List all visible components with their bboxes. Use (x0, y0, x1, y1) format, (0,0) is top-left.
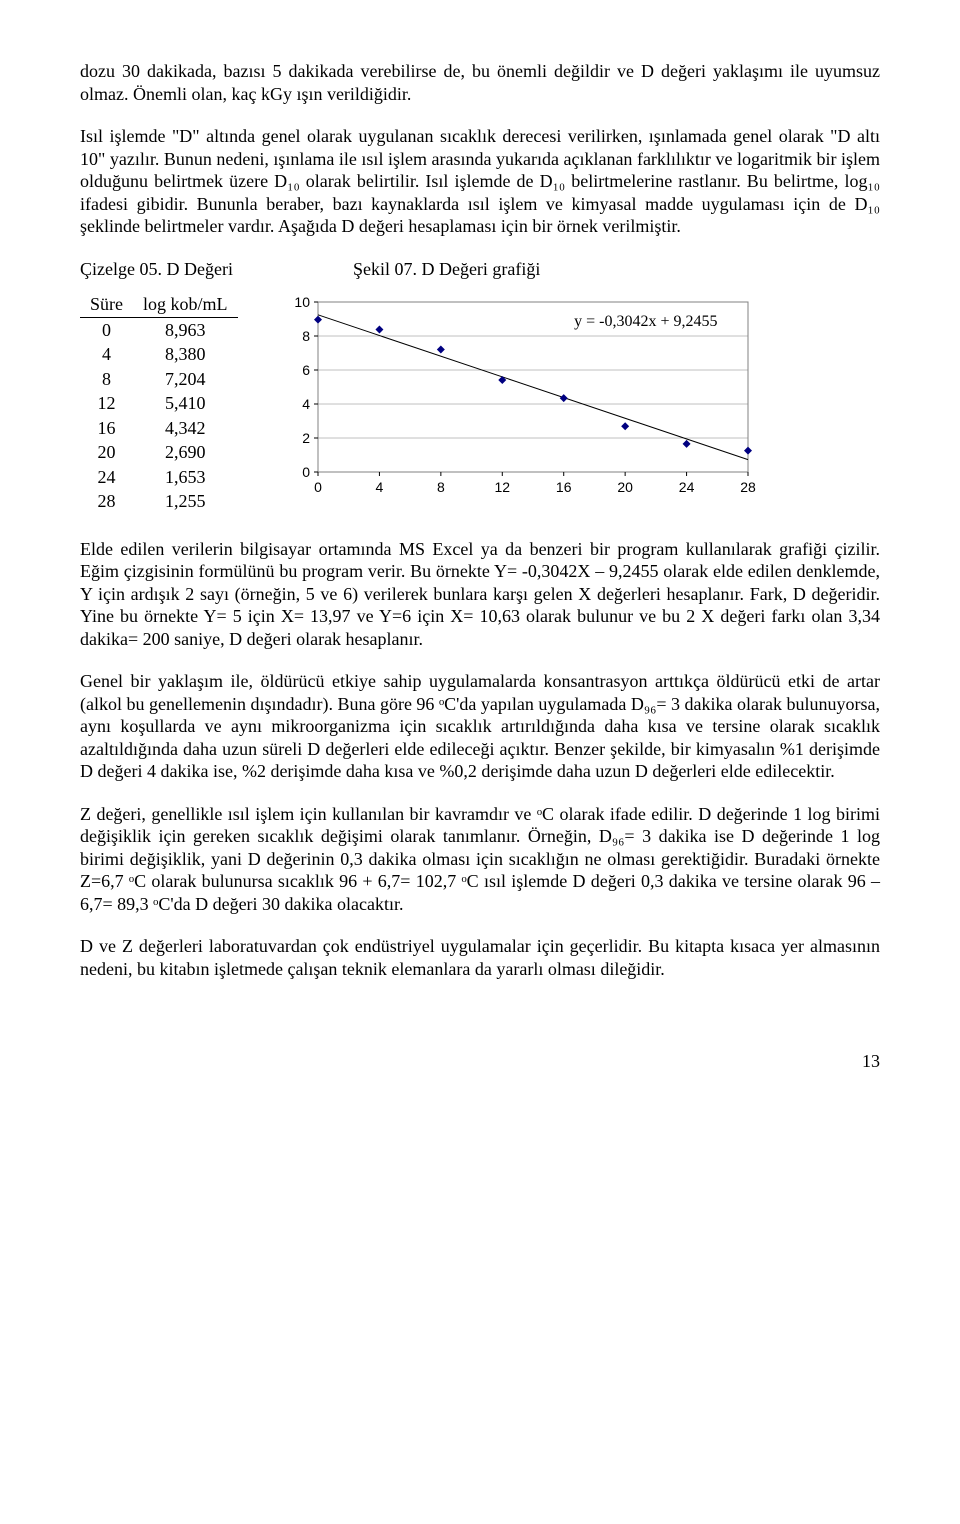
table-row: 48,380 (80, 342, 238, 367)
svg-text:12: 12 (494, 479, 510, 495)
table-row: 125,410 (80, 391, 238, 416)
page-number: 13 (80, 1050, 880, 1073)
cell-sure: 0 (80, 317, 133, 342)
table-row: 202,690 (80, 440, 238, 465)
cell-log: 8,963 (133, 317, 238, 342)
table-row: 08,963 (80, 317, 238, 342)
paragraph-6: D ve Z değerleri laboratuvardan çok endü… (80, 935, 880, 980)
chart-caption: Şekil 07. D Değeri grafiği (353, 258, 540, 281)
table-header-log: log kob/mL (133, 292, 238, 317)
cell-sure: 12 (80, 391, 133, 416)
cell-log: 1,653 (133, 465, 238, 490)
cell-sure: 16 (80, 416, 133, 441)
table-header-sure: Süre (80, 292, 133, 317)
svg-text:10: 10 (294, 294, 310, 310)
svg-text:2: 2 (302, 430, 310, 446)
table-row: 87,204 (80, 367, 238, 392)
svg-text:4: 4 (302, 396, 310, 412)
svg-text:28: 28 (740, 479, 756, 495)
cell-log: 7,204 (133, 367, 238, 392)
cell-log: 8,380 (133, 342, 238, 367)
svg-text:8: 8 (436, 479, 444, 495)
d-value-chart: 02468100481216202428 y = -0,3042x + 9,24… (278, 292, 758, 502)
cell-sure: 24 (80, 465, 133, 490)
svg-text:16: 16 (555, 479, 571, 495)
table-row: 241,653 (80, 465, 238, 490)
regression-equation: y = -0,3042x + 9,2455 (574, 312, 717, 332)
svg-text:20: 20 (617, 479, 633, 495)
paragraph-5: Z değeri, genellikle ısıl işlem için kul… (80, 803, 880, 916)
cell-log: 1,255 (133, 489, 238, 514)
cell-sure: 4 (80, 342, 133, 367)
paragraph-3: Elde edilen verilerin bilgisayar ortamın… (80, 538, 880, 651)
paragraph-2: Isıl işlemde "D" altında genel olarak uy… (80, 125, 880, 238)
cell-sure: 28 (80, 489, 133, 514)
svg-text:6: 6 (302, 362, 310, 378)
table-row: 281,255 (80, 489, 238, 514)
svg-text:0: 0 (314, 479, 322, 495)
cell-sure: 8 (80, 367, 133, 392)
cell-sure: 20 (80, 440, 133, 465)
paragraph-4: Genel bir yaklaşım ile, öldürücü etkiye … (80, 670, 880, 783)
table-caption: Çizelge 05. D Değeri (80, 258, 233, 281)
table-row: 164,342 (80, 416, 238, 441)
d-value-table: Süre log kob/mL 08,96348,38087,204125,41… (80, 292, 238, 514)
svg-text:24: 24 (678, 479, 694, 495)
cell-log: 5,410 (133, 391, 238, 416)
svg-text:8: 8 (302, 328, 310, 344)
cell-log: 2,690 (133, 440, 238, 465)
paragraph-1: dozu 30 dakikada, bazısı 5 dakikada vere… (80, 60, 880, 105)
svg-text:4: 4 (375, 479, 383, 495)
svg-text:0: 0 (302, 464, 310, 480)
cell-log: 4,342 (133, 416, 238, 441)
